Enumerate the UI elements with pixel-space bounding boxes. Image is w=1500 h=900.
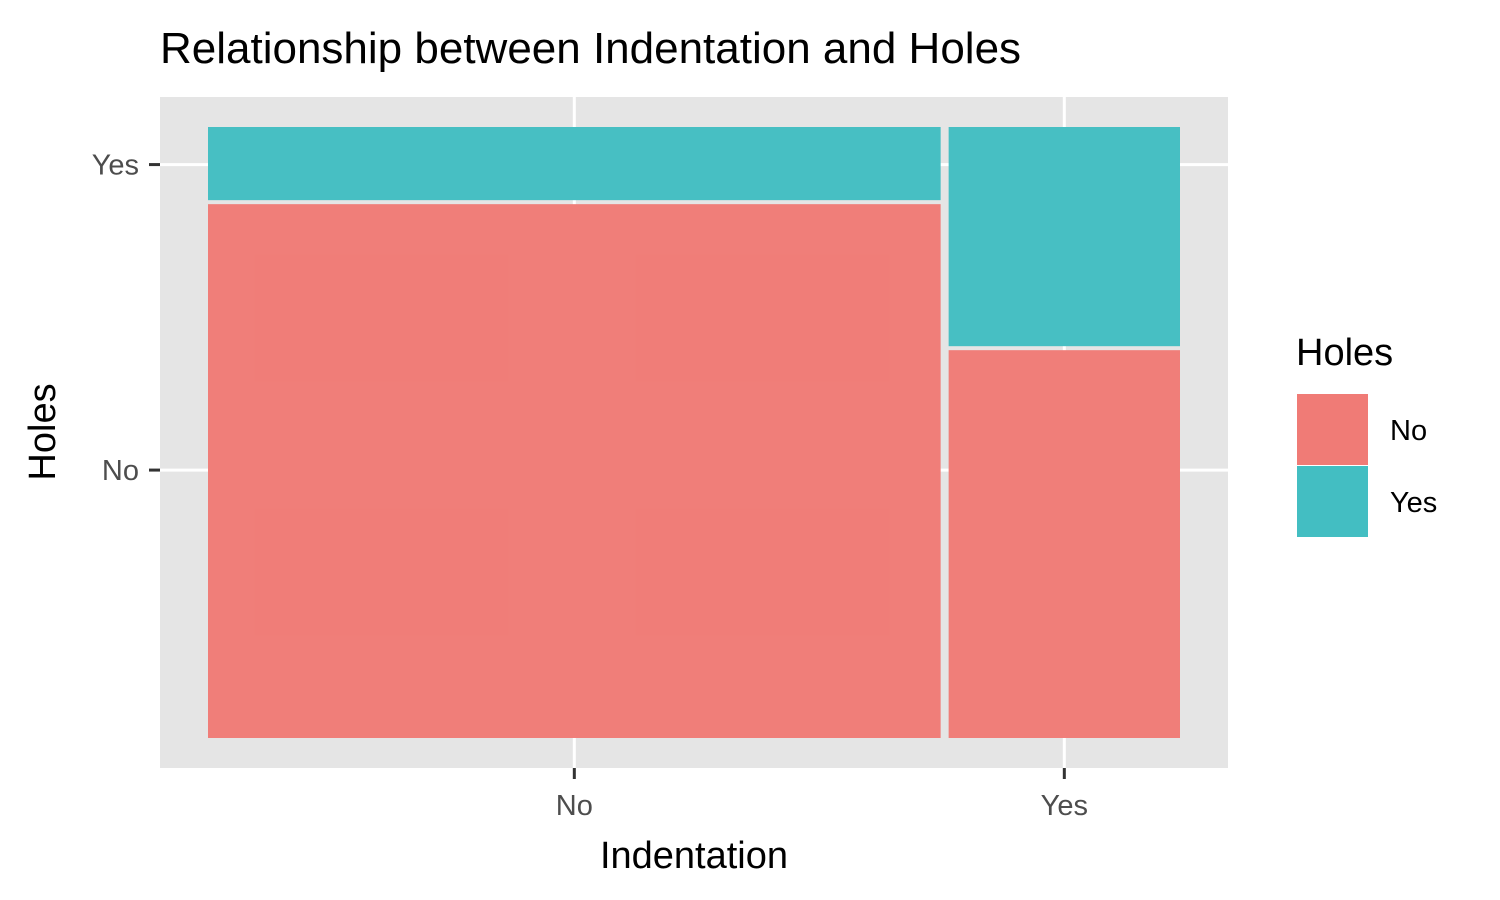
legend-key-no <box>1297 394 1368 465</box>
tile-no-holes-no <box>208 204 941 738</box>
legend-key-yes <box>1297 466 1368 537</box>
legend: Holes No Yes <box>1296 332 1437 537</box>
chart-title: Relationship between Indentation and Hol… <box>160 24 1021 73</box>
tile-yes-holes-yes <box>948 127 1180 347</box>
x-axis-title: Indentation <box>600 835 788 877</box>
x-tick-label: Yes <box>1041 790 1088 822</box>
tile-yes-holes-no <box>948 350 1180 738</box>
legend-label-no: No <box>1390 415 1427 447</box>
mosaic-tiles <box>208 127 1180 738</box>
x-tick-label: No <box>556 790 593 822</box>
tile-no-holes-yes <box>208 127 941 201</box>
x-axis: No Yes <box>556 768 1088 822</box>
y-tick-label: No <box>102 455 139 487</box>
y-axis: No Yes <box>92 150 160 487</box>
legend-title: Holes <box>1296 332 1393 374</box>
legend-label-yes: Yes <box>1390 487 1437 519</box>
y-axis-title: Holes <box>22 383 64 480</box>
y-tick-label: Yes <box>92 150 139 182</box>
